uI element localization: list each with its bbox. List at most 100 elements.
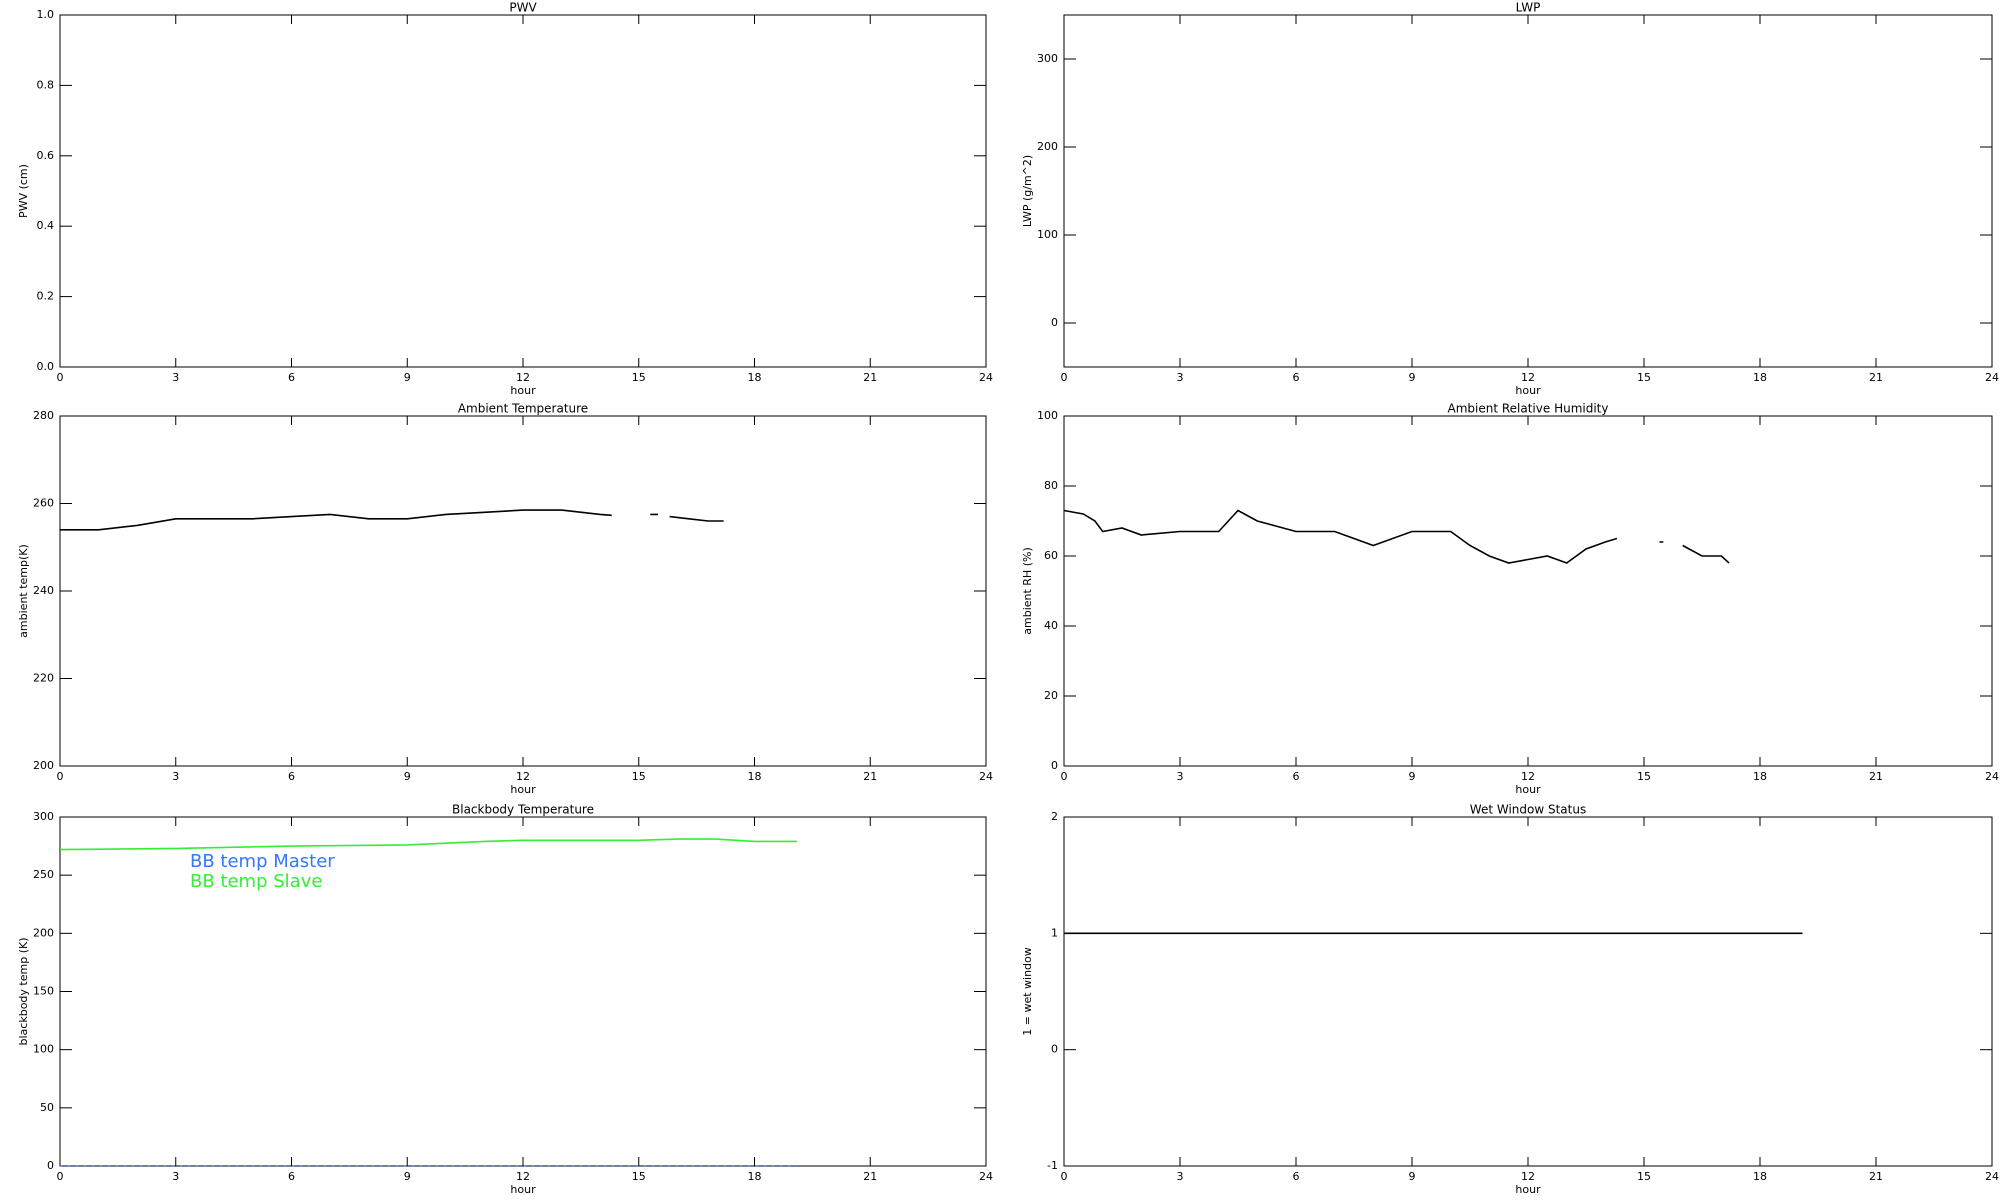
y-tick-label: 250 xyxy=(33,868,54,881)
legend-entry: BB temp Slave xyxy=(190,871,322,892)
y-tick-label: 100 xyxy=(33,1043,54,1056)
x-tick-label: 24 xyxy=(979,371,993,384)
x-tick-label: 9 xyxy=(1409,371,1416,384)
x-tick-label: 12 xyxy=(1521,371,1535,384)
y-axis-label: 1 = wet window xyxy=(1021,947,1034,1036)
x-tick-label: 21 xyxy=(1869,371,1883,384)
x-tick-label: 9 xyxy=(404,770,411,783)
x-tick-label: 6 xyxy=(1293,770,1300,783)
y-tick-label: 0 xyxy=(1051,1043,1058,1056)
x-tick-label: 15 xyxy=(1637,1170,1651,1183)
x-tick-label: 0 xyxy=(57,371,64,384)
x-axis-label: hour xyxy=(1515,783,1541,796)
y-tick-label: 50 xyxy=(40,1101,54,1114)
y-tick-label: 200 xyxy=(33,926,54,939)
y-tick-label: 0.2 xyxy=(37,290,55,303)
y-tick-label: 200 xyxy=(33,759,54,772)
y-tick-label: 240 xyxy=(33,584,54,597)
y-tick-label: 300 xyxy=(1037,52,1058,65)
chart-title: PWV xyxy=(509,1,537,15)
legend-entry: BB temp Master xyxy=(190,851,335,872)
x-tick-label: 3 xyxy=(172,1170,179,1183)
chart-title: Blackbody Temperature xyxy=(452,803,594,817)
x-tick-label: 21 xyxy=(863,770,877,783)
x-tick-label: 6 xyxy=(288,770,295,783)
y-tick-label: 200 xyxy=(1037,140,1058,153)
x-tick-label: 21 xyxy=(1869,1170,1883,1183)
data-line xyxy=(60,510,797,530)
y-tick-label: 220 xyxy=(33,672,54,685)
y-axis-label: LWP (g/m^2) xyxy=(1021,155,1034,227)
x-tick-label: 15 xyxy=(1637,371,1651,384)
y-tick-label: 280 xyxy=(33,409,54,422)
x-tick-label: 9 xyxy=(1409,1170,1416,1183)
x-tick-label: 0 xyxy=(57,770,64,783)
y-tick-label: 260 xyxy=(33,497,54,510)
x-tick-label: 6 xyxy=(288,371,295,384)
x-tick-label: 21 xyxy=(863,1170,877,1183)
y-tick-label: 0.4 xyxy=(37,219,55,232)
x-axis-label: hour xyxy=(510,1183,536,1196)
y-tick-label: 0.8 xyxy=(37,78,55,91)
x-axis-label: hour xyxy=(510,783,536,796)
y-tick-label: 1.0 xyxy=(37,8,55,21)
y-tick-label: 0.0 xyxy=(37,360,55,373)
x-tick-label: 3 xyxy=(1177,371,1184,384)
y-tick-label: 1 xyxy=(1051,926,1058,939)
x-tick-label: 12 xyxy=(516,770,530,783)
y-axis-label: ambient temp(K) xyxy=(17,544,30,638)
y-tick-label: 0.6 xyxy=(37,149,55,162)
x-tick-label: 24 xyxy=(979,770,993,783)
y-tick-label: 100 xyxy=(1037,228,1058,241)
x-tick-label: 6 xyxy=(1293,371,1300,384)
x-tick-label: 12 xyxy=(1521,1170,1535,1183)
y-tick-label: 20 xyxy=(1044,689,1058,702)
x-tick-label: 24 xyxy=(1985,1170,1999,1183)
x-axis-label: hour xyxy=(1515,384,1541,397)
chart-panel: Ambient Temperature hour ambient temp(K) 0 3… xyxy=(17,402,993,797)
y-tick-label: -1 xyxy=(1047,1159,1058,1172)
y-tick-label: 60 xyxy=(1044,549,1058,562)
x-tick-label: 15 xyxy=(632,371,646,384)
chart-title: Wet Window Status xyxy=(1470,803,1586,817)
x-tick-label: 24 xyxy=(1985,371,1999,384)
y-tick-label: 40 xyxy=(1044,619,1058,632)
x-tick-label: 3 xyxy=(1177,770,1184,783)
x-tick-label: 0 xyxy=(57,1170,64,1183)
y-tick-label: 80 xyxy=(1044,479,1058,492)
chart-panel: Wet Window Status hour 1 = wet window 0 3 6 9 1… xyxy=(1021,803,1999,1197)
chart-panel: Ambient Relative Humidity hour ambient RH … xyxy=(1021,402,1999,797)
plot-frame xyxy=(59,14,987,368)
x-tick-label: 6 xyxy=(1293,1170,1300,1183)
plot-frame xyxy=(1063,816,1993,1167)
y-tick-label: 2 xyxy=(1051,810,1058,823)
x-axis-label: hour xyxy=(1515,1183,1541,1196)
y-axis-label: blackbody temp (K) xyxy=(17,938,30,1046)
y-tick-label: 0 xyxy=(47,1159,54,1172)
y-tick-label: 100 xyxy=(1037,409,1058,422)
x-tick-label: 0 xyxy=(1061,770,1068,783)
x-tick-label: 24 xyxy=(979,1170,993,1183)
x-tick-label: 18 xyxy=(1753,371,1767,384)
chart-title: Ambient Temperature xyxy=(458,402,588,416)
data-line xyxy=(59,838,797,851)
x-tick-label: 21 xyxy=(863,371,877,384)
x-tick-label: 3 xyxy=(1177,1170,1184,1183)
y-tick-label: 0 xyxy=(1051,759,1058,772)
x-tick-label: 24 xyxy=(1985,770,1999,783)
chart-title: Ambient Relative Humidity xyxy=(1448,402,1609,416)
plot-frame xyxy=(1063,415,1993,767)
data-line xyxy=(1064,511,1803,564)
x-tick-label: 15 xyxy=(1637,770,1651,783)
chart-title: LWP xyxy=(1516,1,1541,15)
x-tick-label: 9 xyxy=(404,371,411,384)
plot-frame xyxy=(1063,14,1993,368)
x-tick-label: 12 xyxy=(516,371,530,384)
chart-panel: PWV hour PWV (cm) 0 3 6 9 12 15 18 21 24 0.0 0.2 0.4 0.… xyxy=(17,1,993,398)
x-tick-label: 18 xyxy=(748,371,762,384)
x-tick-label: 0 xyxy=(1061,371,1068,384)
x-tick-label: 15 xyxy=(632,1170,646,1183)
x-tick-label: 12 xyxy=(1521,770,1535,783)
y-axis-label: ambient RH (%) xyxy=(1021,547,1034,635)
x-tick-label: 18 xyxy=(1753,1170,1767,1183)
